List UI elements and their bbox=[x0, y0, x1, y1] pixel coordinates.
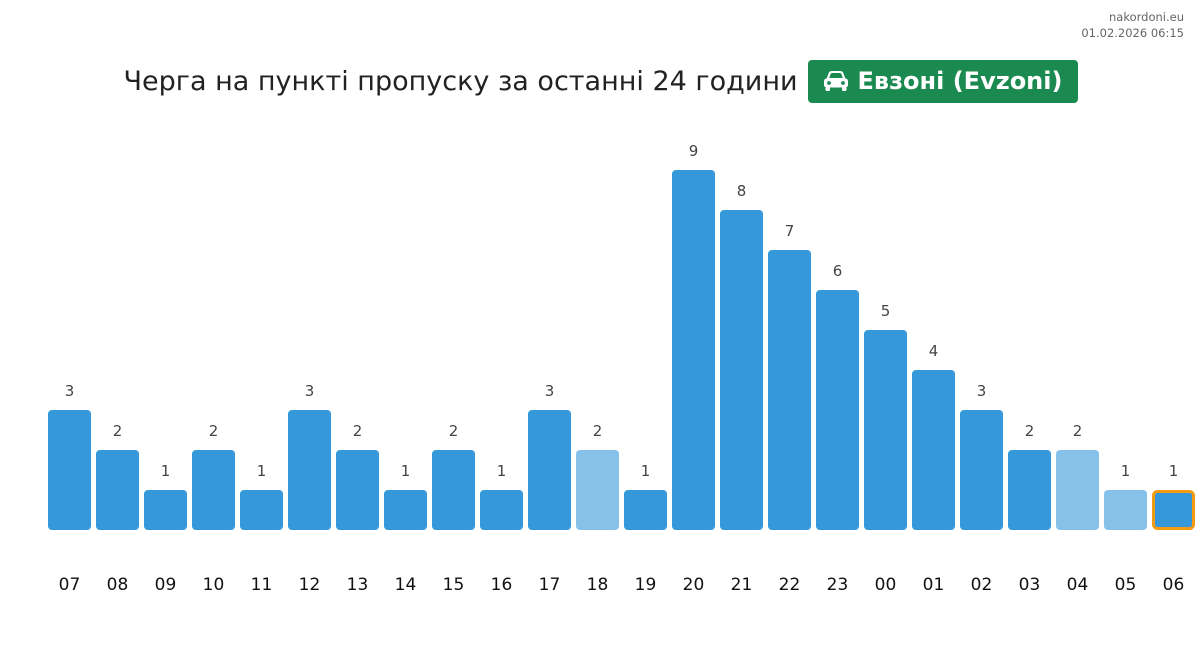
x-tick-17: 17 bbox=[539, 575, 561, 595]
bar-15 bbox=[432, 450, 475, 530]
value-label-16: 1 bbox=[497, 462, 507, 480]
value-label-18: 2 bbox=[593, 422, 603, 440]
bar-23 bbox=[816, 290, 859, 530]
bar-02 bbox=[960, 410, 1003, 530]
x-tick-18: 18 bbox=[587, 575, 609, 595]
bar-05 bbox=[1104, 490, 1147, 530]
bar-01 bbox=[912, 370, 955, 530]
bar-00 bbox=[864, 330, 907, 530]
bar-22 bbox=[768, 250, 811, 530]
bar-12 bbox=[288, 410, 331, 530]
x-tick-14: 14 bbox=[395, 575, 417, 595]
x-tick-20: 20 bbox=[683, 575, 705, 595]
bar-06 bbox=[1152, 490, 1195, 530]
x-tick-06: 06 bbox=[1163, 575, 1185, 595]
bar-20 bbox=[672, 170, 715, 530]
site-info: nakordoni.eu 01.02.2026 06:15 bbox=[1081, 9, 1184, 41]
x-tick-03: 03 bbox=[1019, 575, 1041, 595]
value-label-00: 5 bbox=[881, 302, 891, 320]
x-tick-19: 19 bbox=[635, 575, 657, 595]
value-label-14: 1 bbox=[401, 462, 411, 480]
snapshot-timestamp: 01.02.2026 06:15 bbox=[1081, 26, 1184, 40]
value-label-04: 2 bbox=[1073, 422, 1083, 440]
value-label-17: 3 bbox=[545, 382, 555, 400]
bar-18 bbox=[576, 450, 619, 530]
value-label-23: 6 bbox=[833, 262, 843, 280]
x-tick-01: 01 bbox=[923, 575, 945, 595]
x-tick-15: 15 bbox=[443, 575, 465, 595]
bar-04 bbox=[1056, 450, 1099, 530]
checkpoint-badge: Евзоні (Evzoni) bbox=[807, 59, 1079, 103]
value-label-07: 3 bbox=[65, 382, 75, 400]
value-label-09: 1 bbox=[161, 462, 171, 480]
bar-03 bbox=[1008, 450, 1051, 530]
car-icon bbox=[822, 69, 850, 93]
bar-10 bbox=[192, 450, 235, 530]
x-tick-02: 02 bbox=[971, 575, 993, 595]
value-label-20: 9 bbox=[689, 142, 699, 160]
x-tick-22: 22 bbox=[779, 575, 801, 595]
checkpoint-name: Евзоні (Evzoni) bbox=[857, 67, 1063, 95]
x-tick-05: 05 bbox=[1115, 575, 1137, 595]
value-label-08: 2 bbox=[113, 422, 123, 440]
bar-13 bbox=[336, 450, 379, 530]
value-label-06: 1 bbox=[1169, 462, 1179, 480]
value-label-11: 1 bbox=[257, 462, 267, 480]
bar-08 bbox=[96, 450, 139, 530]
x-tick-12: 12 bbox=[299, 575, 321, 595]
x-tick-07: 07 bbox=[59, 575, 81, 595]
x-tick-23: 23 bbox=[827, 575, 849, 595]
value-label-19: 1 bbox=[641, 462, 651, 480]
value-label-01: 4 bbox=[929, 342, 939, 360]
bar-14 bbox=[384, 490, 427, 530]
bar-17 bbox=[528, 410, 571, 530]
x-tick-00: 00 bbox=[875, 575, 897, 595]
x-tick-16: 16 bbox=[491, 575, 513, 595]
bar-09 bbox=[144, 490, 187, 530]
chart-title: Черга на пункті пропуску за останні 24 г… bbox=[123, 65, 798, 97]
value-label-03: 2 bbox=[1025, 422, 1035, 440]
x-tick-09: 09 bbox=[155, 575, 177, 595]
x-tick-13: 13 bbox=[347, 575, 369, 595]
bar-16 bbox=[480, 490, 523, 530]
value-label-22: 7 bbox=[785, 222, 795, 240]
value-label-02: 3 bbox=[977, 382, 987, 400]
value-label-05: 1 bbox=[1121, 462, 1131, 480]
bar-21 bbox=[720, 210, 763, 530]
bar-07 bbox=[48, 410, 91, 530]
bar-19 bbox=[624, 490, 667, 530]
site-domain: nakordoni.eu bbox=[1109, 10, 1184, 24]
x-tick-04: 04 bbox=[1067, 575, 1089, 595]
x-tick-10: 10 bbox=[203, 575, 225, 595]
value-label-12: 3 bbox=[305, 382, 315, 400]
value-label-10: 2 bbox=[209, 422, 219, 440]
value-label-21: 8 bbox=[737, 182, 747, 200]
x-tick-08: 08 bbox=[107, 575, 129, 595]
value-label-15: 2 bbox=[449, 422, 459, 440]
bar-11 bbox=[240, 490, 283, 530]
chart-header: Черга на пункті пропуску за останні 24 г… bbox=[0, 58, 1200, 104]
x-tick-11: 11 bbox=[251, 575, 273, 595]
x-tick-21: 21 bbox=[731, 575, 753, 595]
value-label-13: 2 bbox=[353, 422, 363, 440]
